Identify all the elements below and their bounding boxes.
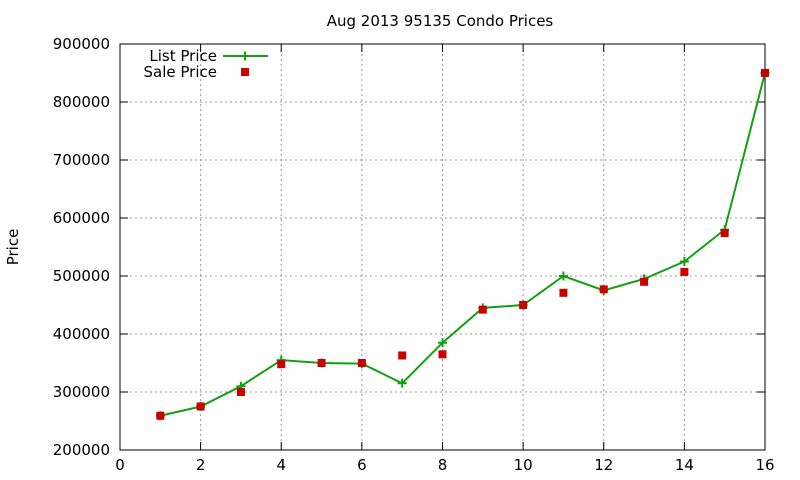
x-tick-label: 16 (755, 456, 774, 474)
sale-price-point (398, 351, 407, 360)
series-sale-price (156, 69, 769, 420)
y-tick-label: 400000 (53, 325, 110, 343)
x-tick-label: 0 (115, 456, 125, 474)
y-axis-label: Price (4, 229, 22, 266)
sale-price-point (357, 359, 366, 367)
x-tick-label: 10 (514, 456, 533, 474)
x-tick-label: 12 (594, 456, 613, 474)
y-tick-label: 600000 (53, 209, 110, 227)
sale-price-point (317, 359, 326, 367)
list-price-point (438, 338, 447, 348)
list-price-line (160, 72, 766, 417)
sale-price-point (640, 277, 649, 286)
y-tick-label: 700000 (53, 151, 110, 169)
y-tick-label: 300000 (53, 383, 110, 401)
sale-price-point (156, 411, 165, 420)
series-layer (155, 68, 770, 421)
list-price-point (558, 271, 568, 281)
x-tick-label: 6 (357, 456, 367, 474)
legend-marker-list-price (240, 51, 250, 61)
sale-price-point (438, 350, 447, 359)
sale-price-point (277, 360, 286, 369)
sale-price-point (196, 402, 205, 411)
legend-label: Sale Price (144, 63, 217, 81)
y-tick-label: 900000 (53, 35, 110, 53)
sale-price-point (478, 305, 487, 314)
x-tick-label: 14 (675, 456, 694, 474)
sale-price-point (680, 267, 689, 276)
y-tick-label: 500000 (53, 267, 110, 285)
axis-ticks: 0 2 4 6 8 10 12 14 16 200000 300000 400000 500000 600… (53, 35, 775, 474)
legend-marker-sale-price (241, 68, 249, 76)
sale-price-point (599, 285, 608, 294)
series-list-price (155, 68, 770, 421)
sale-price-point (236, 388, 245, 396)
sale-price-point (519, 301, 528, 309)
x-tick-label: 4 (276, 456, 286, 474)
y-tick-label: 200000 (53, 441, 110, 459)
grid-lines (120, 44, 765, 450)
list-price-point (397, 378, 407, 388)
sale-price-point (761, 69, 769, 77)
y-tick-label: 800000 (53, 93, 110, 111)
sale-price-point (720, 229, 729, 238)
chart-title: Aug 2013 95135 Condo Prices (327, 12, 554, 30)
list-price-point (679, 257, 689, 266)
sale-price-point (559, 288, 568, 297)
legend-label: List Price (149, 47, 217, 65)
x-tick-label: 8 (438, 456, 448, 474)
x-tick-label: 2 (196, 456, 206, 474)
